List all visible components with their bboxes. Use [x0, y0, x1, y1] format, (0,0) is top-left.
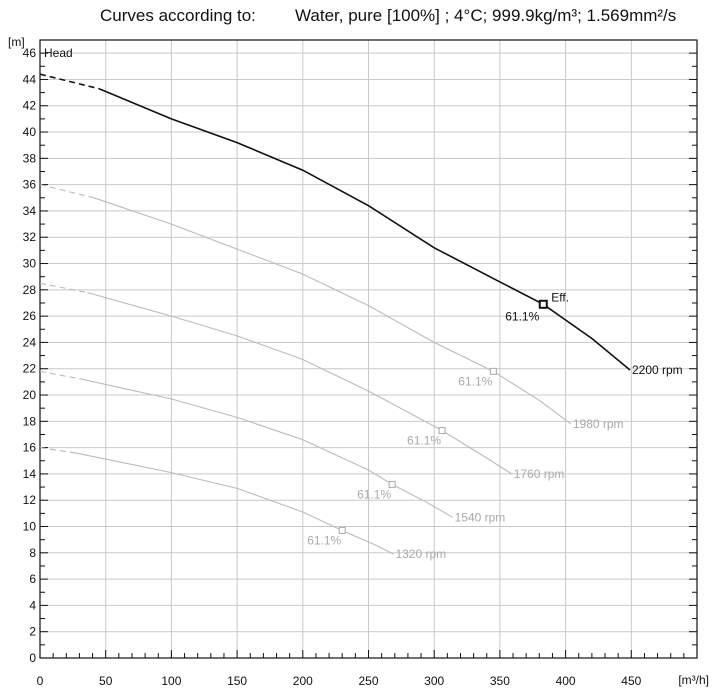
y-tick-label: 24: [23, 335, 37, 349]
x-tick-label: 150: [227, 674, 247, 688]
y-tick-label: 30: [23, 257, 37, 271]
y-tick-label: 22: [23, 362, 37, 376]
x-tick-label: 0: [37, 674, 44, 688]
curve-line: [93, 197, 572, 425]
fluid-properties: Water, pure [100%] ; 4°C; 999.9kg/m³; 1.…: [295, 6, 677, 25]
y-tick-label: 20: [23, 388, 37, 402]
efficiency-value-label: 61.1%: [307, 533, 341, 547]
plot-frame: [39, 39, 698, 659]
curve-extrapolated-dashed: [39, 184, 95, 199]
y-tick-label: 14: [23, 467, 37, 481]
y-tick-label: 40: [23, 125, 37, 139]
efficiency-value-label: 61.1%: [458, 374, 492, 388]
y-tick-label: 36: [23, 178, 37, 192]
y-axis-title: Head: [44, 46, 73, 60]
curve-extrapolated-dashed: [39, 282, 88, 294]
efficiency-value-label: 61.1%: [505, 309, 539, 323]
y-tick-label: 10: [23, 520, 37, 534]
y-tick-label: 32: [23, 230, 37, 244]
curve-extrapolated-dashed: [39, 447, 76, 454]
x-tick-label: 50: [99, 674, 113, 688]
x-tick-label: 250: [358, 674, 378, 688]
curve-speed-label: 1980 rpm: [573, 417, 624, 431]
x-tick-label: 400: [556, 674, 576, 688]
efficiency-value-label: 61.1%: [357, 487, 391, 501]
y-tick-label: 26: [23, 309, 37, 323]
y-tick-label: 34: [23, 204, 37, 218]
efficiency-marker: [538, 299, 548, 309]
curve-line: [98, 87, 631, 371]
curve-line: [81, 378, 453, 518]
curve-speed-label: 2200 rpm: [632, 363, 683, 377]
curve-extrapolated-dashed: [39, 73, 100, 90]
y-tick-label: 12: [23, 493, 37, 507]
efficiency-marker: [438, 427, 446, 435]
y-tick-label: 6: [29, 572, 36, 586]
curve-extrapolated-dashed: [39, 370, 83, 380]
efficiency-marker: [489, 367, 497, 375]
efficiency-annotation: Eff.: [551, 290, 569, 304]
y-tick-label: 38: [23, 151, 37, 165]
x-unit-label: [m³/h]: [678, 673, 709, 687]
curve-speed-label: 1540 rpm: [455, 510, 506, 524]
y-tick-label: 28: [23, 283, 37, 297]
y-tick-label: 2: [29, 625, 36, 639]
y-tick-label: 8: [29, 546, 36, 560]
y-tick-label: 16: [23, 441, 37, 455]
x-tick-label: 350: [490, 674, 510, 688]
y-tick-label: 46: [23, 46, 37, 60]
x-tick-label: 450: [621, 674, 641, 688]
efficiency-marker: [388, 480, 396, 488]
y-tick-label: 18: [23, 414, 37, 428]
curve-speed-label: 1760 rpm: [514, 467, 565, 481]
y-unit-label: [m]: [8, 35, 25, 49]
efficiency-value-label: 61.1%: [407, 434, 441, 448]
efficiency-marker: [338, 526, 346, 534]
y-tick-label: 0: [29, 651, 36, 665]
curve-line: [87, 291, 512, 475]
curve-line: [75, 452, 394, 555]
curve-speed-label: 1320 rpm: [395, 547, 446, 561]
y-tick-label: 42: [23, 99, 37, 113]
x-tick-label: 100: [161, 674, 181, 688]
x-tick-label: 300: [424, 674, 444, 688]
y-tick-label: 44: [23, 72, 37, 86]
chart-header: Curves according to: Water, pure [100%] …: [0, 6, 714, 30]
y-tick-label: 4: [29, 598, 36, 612]
header-label: Curves according to:: [100, 6, 256, 25]
x-tick-label: 200: [293, 674, 313, 688]
